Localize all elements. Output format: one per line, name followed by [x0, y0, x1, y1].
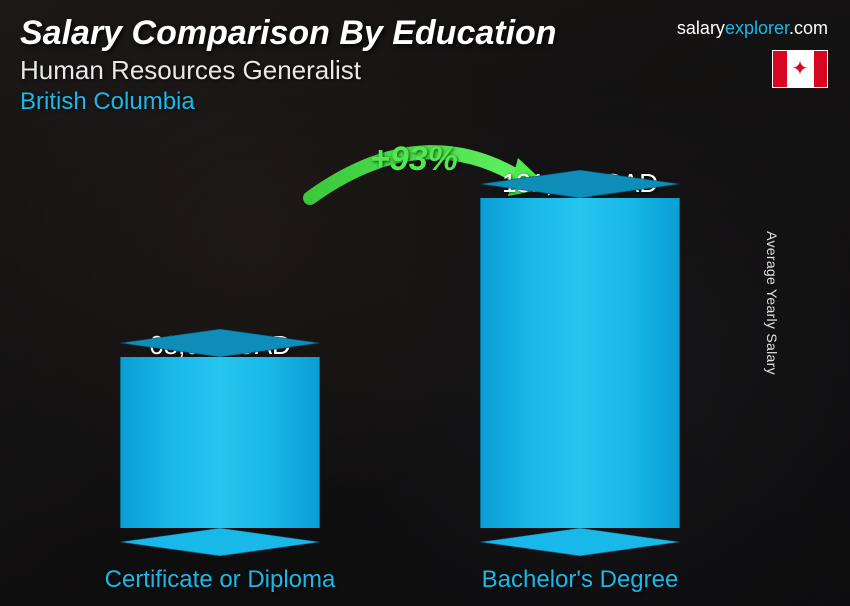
bar-category-label: Bachelor's Degree: [440, 566, 720, 594]
chart-subtitle: Human Resources Generalist: [20, 55, 830, 86]
chart-area: 68,000 CAD Certificate or Diploma 131,00…: [0, 140, 850, 606]
bar-category-label: Certificate or Diploma: [80, 566, 360, 594]
chart-region: British Columbia: [20, 88, 830, 116]
country-flag-icon: ✦: [772, 50, 828, 88]
brand-part-2: explorer: [725, 18, 789, 38]
brand-watermark: salaryexplorer.com: [677, 18, 828, 39]
brand-part-3: .com: [789, 18, 828, 38]
bar: [120, 329, 320, 556]
bar: [480, 170, 680, 556]
brand-part-1: salary: [677, 18, 725, 38]
